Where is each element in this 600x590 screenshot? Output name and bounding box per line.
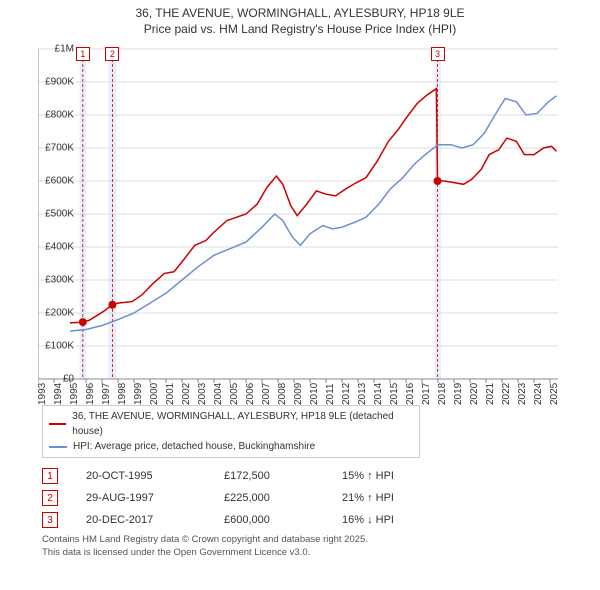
event-price-2: £225,000 bbox=[224, 492, 314, 504]
ytick-label: £700K bbox=[38, 143, 74, 154]
footer-line1: Contains HM Land Registry data © Crown c… bbox=[42, 534, 600, 546]
xtick-label: 1993 bbox=[37, 375, 48, 405]
xtick-label: 2003 bbox=[197, 375, 208, 405]
xtick-label: 1994 bbox=[53, 375, 64, 405]
legend-swatch-1 bbox=[49, 423, 66, 425]
event-badge-1: 1 bbox=[42, 468, 58, 484]
chart-svg bbox=[38, 39, 598, 399]
xtick-label: 2016 bbox=[405, 375, 416, 405]
ytick-label: £600K bbox=[38, 176, 74, 187]
xtick-label: 2004 bbox=[213, 375, 224, 405]
legend-swatch-2 bbox=[49, 446, 67, 448]
xtick-label: 2021 bbox=[485, 375, 496, 405]
xtick-label: 1998 bbox=[117, 375, 128, 405]
xtick-label: 2011 bbox=[325, 375, 336, 405]
title-line2: Price paid vs. HM Land Registry's House … bbox=[10, 22, 590, 38]
ytick-label: £300K bbox=[38, 275, 74, 286]
ytick-label: £500K bbox=[38, 209, 74, 220]
footer-line2: This data is licensed under the Open Gov… bbox=[42, 547, 600, 559]
event-date-3: 20-DEC-2017 bbox=[86, 514, 196, 526]
xtick-label: 2025 bbox=[549, 375, 560, 405]
footer: Contains HM Land Registry data © Crown c… bbox=[42, 534, 600, 559]
ytick-label: £200K bbox=[38, 308, 74, 319]
event-badge-2: 2 bbox=[42, 490, 58, 506]
xtick-label: 2002 bbox=[181, 375, 192, 405]
legend-item-1: 36, THE AVENUE, WORMINGHALL, AYLESBURY, … bbox=[49, 409, 413, 439]
xtick-label: 2024 bbox=[533, 375, 544, 405]
xtick-label: 1996 bbox=[85, 375, 96, 405]
chart-marker-badge: 1 bbox=[76, 47, 90, 61]
event-pct-3: 16% ↓ HPI bbox=[342, 514, 422, 526]
xtick-label: 2006 bbox=[245, 375, 256, 405]
xtick-label: 1997 bbox=[101, 375, 112, 405]
xtick-label: 2008 bbox=[277, 375, 288, 405]
chart-area: £0£100K£200K£300K£400K£500K£600K£700K£80… bbox=[38, 39, 598, 399]
xtick-label: 2022 bbox=[501, 375, 512, 405]
chart-marker-badge: 3 bbox=[431, 47, 445, 61]
event-date-2: 29-AUG-1997 bbox=[86, 492, 196, 504]
xtick-label: 2023 bbox=[517, 375, 528, 405]
legend-label-2: HPI: Average price, detached house, Buck… bbox=[73, 439, 315, 454]
ytick-label: £400K bbox=[38, 242, 74, 253]
xtick-label: 2005 bbox=[229, 375, 240, 405]
xtick-label: 2013 bbox=[357, 375, 368, 405]
xtick-label: 2019 bbox=[453, 375, 464, 405]
xtick-label: 1999 bbox=[133, 375, 144, 405]
xtick-label: 2009 bbox=[293, 375, 304, 405]
xtick-label: 2017 bbox=[421, 375, 432, 405]
event-row-3: 3 20-DEC-2017 £600,000 16% ↓ HPI bbox=[42, 512, 562, 528]
event-badge-3: 3 bbox=[42, 512, 58, 528]
legend-label-1: 36, THE AVENUE, WORMINGHALL, AYLESBURY, … bbox=[72, 409, 413, 439]
xtick-label: 2007 bbox=[261, 375, 272, 405]
event-row-2: 2 29-AUG-1997 £225,000 21% ↑ HPI bbox=[42, 490, 562, 506]
xtick-label: 1995 bbox=[69, 375, 80, 405]
xtick-label: 2014 bbox=[373, 375, 384, 405]
chart-title: 36, THE AVENUE, WORMINGHALL, AYLESBURY, … bbox=[0, 0, 600, 39]
event-price-3: £600,000 bbox=[224, 514, 314, 526]
legend: 36, THE AVENUE, WORMINGHALL, AYLESBURY, … bbox=[42, 405, 420, 458]
events-table: 1 20-OCT-1995 £172,500 15% ↑ HPI 2 29-AU… bbox=[42, 468, 562, 528]
event-date-1: 20-OCT-1995 bbox=[86, 470, 196, 482]
legend-item-2: HPI: Average price, detached house, Buck… bbox=[49, 439, 413, 454]
xtick-label: 2018 bbox=[437, 375, 448, 405]
ytick-label: £1M bbox=[38, 44, 74, 55]
xtick-label: 2010 bbox=[309, 375, 320, 405]
chart-marker-badge: 2 bbox=[105, 47, 119, 61]
ytick-label: £100K bbox=[38, 341, 74, 352]
ytick-label: £900K bbox=[38, 77, 74, 88]
title-line1: 36, THE AVENUE, WORMINGHALL, AYLESBURY, … bbox=[10, 6, 590, 22]
event-pct-2: 21% ↑ HPI bbox=[342, 492, 422, 504]
event-pct-1: 15% ↑ HPI bbox=[342, 470, 422, 482]
event-row-1: 1 20-OCT-1995 £172,500 15% ↑ HPI bbox=[42, 468, 562, 484]
xtick-label: 2000 bbox=[149, 375, 160, 405]
xtick-label: 2020 bbox=[469, 375, 480, 405]
xtick-label: 2015 bbox=[389, 375, 400, 405]
ytick-label: £800K bbox=[38, 110, 74, 121]
event-price-1: £172,500 bbox=[224, 470, 314, 482]
xtick-label: 2012 bbox=[341, 375, 352, 405]
xtick-label: 2001 bbox=[165, 375, 176, 405]
